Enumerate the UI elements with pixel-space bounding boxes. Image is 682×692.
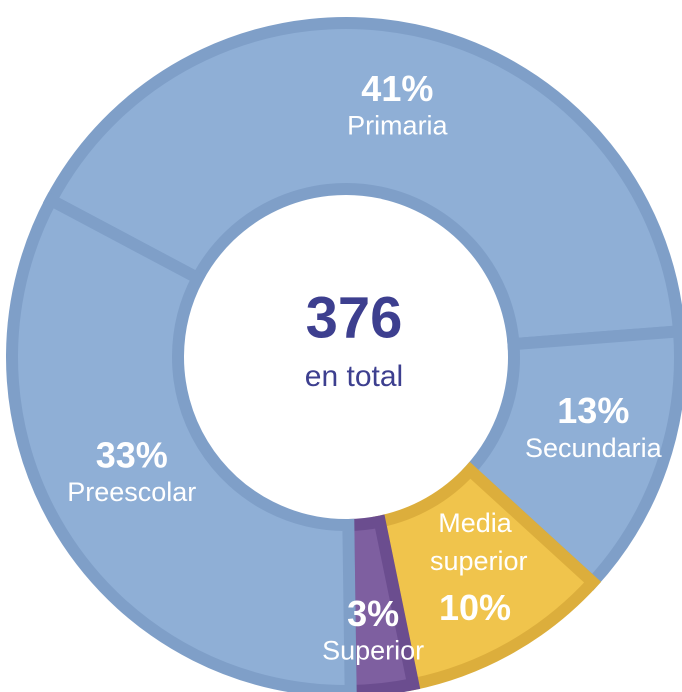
total-label: en total xyxy=(305,360,403,393)
slice-label: Preescolar xyxy=(67,477,196,507)
slice-value-label: 33% xyxy=(96,434,168,475)
slice-value-label: 3% xyxy=(347,593,399,634)
slice-value-label: 13% xyxy=(557,390,629,431)
slice-value-label: 10% xyxy=(439,587,511,628)
slice-label: Media superior xyxy=(422,508,527,576)
slice-label: Superior xyxy=(322,636,424,666)
slice-label: Secundaria xyxy=(525,433,663,463)
slice xyxy=(42,17,682,351)
slice-value-label: 41% xyxy=(361,68,433,109)
total: 376 xyxy=(306,285,403,350)
slice xyxy=(6,192,357,692)
slice xyxy=(461,325,682,591)
slice-label: Primaria xyxy=(347,110,448,140)
